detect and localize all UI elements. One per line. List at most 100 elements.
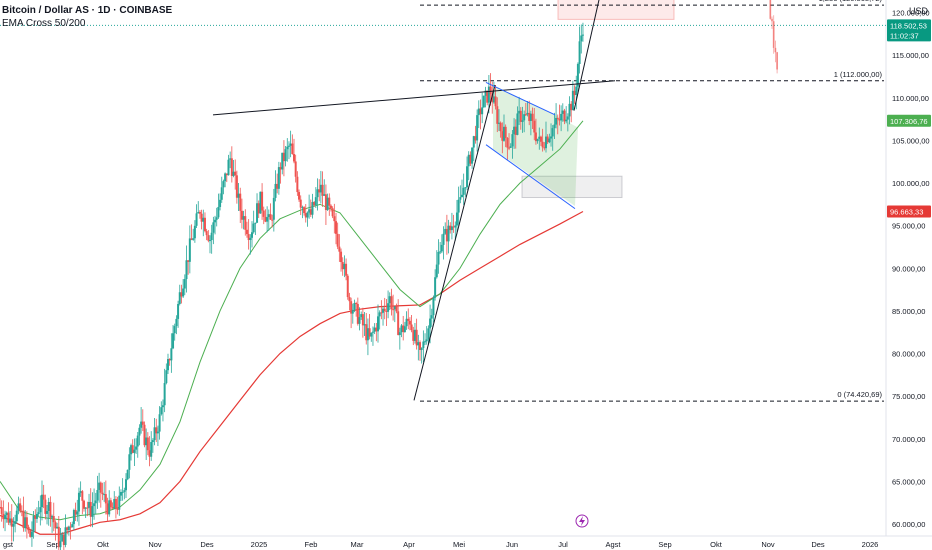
candle (209, 240, 211, 242)
candle (271, 219, 274, 221)
candle (519, 110, 522, 122)
candle (314, 197, 317, 206)
candle (167, 359, 169, 371)
candle (318, 189, 321, 193)
candle (69, 526, 72, 528)
candle (383, 308, 386, 312)
projected-candle (771, 18, 773, 22)
candle (523, 114, 526, 121)
candle (298, 192, 301, 200)
candle (121, 491, 124, 493)
candle (323, 194, 326, 196)
candle (474, 136, 477, 141)
candle (506, 137, 509, 148)
candle (84, 507, 87, 509)
candle (103, 494, 106, 496)
candle (432, 297, 435, 316)
candle (558, 119, 561, 121)
candle (578, 41, 581, 64)
candle (156, 431, 159, 434)
candle (526, 112, 529, 115)
candle (387, 303, 390, 312)
x-tick-label: Sep (658, 540, 671, 549)
candle (256, 203, 259, 223)
candle (392, 309, 395, 311)
candle (244, 216, 247, 230)
candle (518, 110, 521, 114)
candle (25, 517, 28, 527)
candle (375, 327, 378, 332)
candle (471, 147, 474, 164)
candle (539, 136, 542, 142)
candle (274, 183, 277, 198)
candle (86, 507, 89, 509)
y-tick-label: 95.000,00 (892, 222, 925, 231)
candle (524, 114, 527, 116)
candle (444, 228, 447, 234)
symbol-title[interactable]: Bitcoin / Dollar AS · 1D · COINBASE (2, 5, 173, 16)
candle (20, 510, 23, 512)
candle (499, 122, 502, 132)
candle (316, 189, 319, 198)
candle (309, 209, 312, 215)
candle (514, 126, 517, 135)
candle (393, 306, 396, 310)
candle (461, 194, 463, 198)
x-tick-label: Apr (403, 540, 415, 549)
candle (264, 216, 267, 222)
candle (308, 209, 311, 213)
x-tick-label: Mar (351, 540, 364, 549)
candle (368, 328, 371, 337)
candle (128, 454, 131, 470)
candle (534, 132, 537, 142)
y-tick-label: 85.000,00 (892, 307, 925, 316)
candle (123, 490, 126, 492)
candle (145, 437, 148, 446)
indicator-label[interactable]: EMA Cross 50/200 (2, 18, 86, 29)
candle (183, 279, 186, 289)
candle (472, 136, 475, 148)
candle (56, 526, 59, 529)
candle (72, 509, 75, 525)
candle (311, 202, 314, 215)
candle (358, 317, 361, 324)
candle (370, 332, 373, 337)
candle (114, 498, 117, 509)
candle (257, 203, 260, 214)
candle (49, 501, 52, 518)
candle (355, 303, 358, 305)
candle (151, 440, 154, 443)
candle (508, 147, 511, 149)
channel-top-line (485, 82, 556, 116)
currency-label[interactable]: USD (908, 6, 928, 16)
x-tick-label: Des (811, 540, 825, 549)
candle (14, 521, 17, 524)
candle (91, 506, 94, 517)
candle (350, 301, 353, 314)
candle (361, 314, 364, 326)
fib-level-label: 1,236 (120.868,72) (819, 0, 883, 3)
candle (79, 491, 82, 493)
candle (445, 228, 448, 242)
candle (235, 175, 238, 198)
x-tick-label: Jun (506, 540, 518, 549)
candle (407, 318, 410, 321)
candle (119, 491, 122, 496)
candle (319, 184, 322, 193)
candle (113, 498, 116, 509)
price-tag-value: 118.502,53 (890, 21, 927, 30)
candle (328, 197, 331, 206)
candle (2, 513, 5, 520)
candle (469, 154, 472, 164)
candle (5, 512, 8, 516)
candle (501, 131, 504, 141)
candle (420, 348, 423, 350)
candle (104, 494, 107, 504)
candle (212, 222, 215, 233)
channel-bottom-line (485, 144, 576, 210)
candle (66, 527, 69, 531)
y-tick-label: 100.000,00 (892, 179, 930, 188)
candle (449, 225, 452, 231)
candle (71, 524, 74, 528)
